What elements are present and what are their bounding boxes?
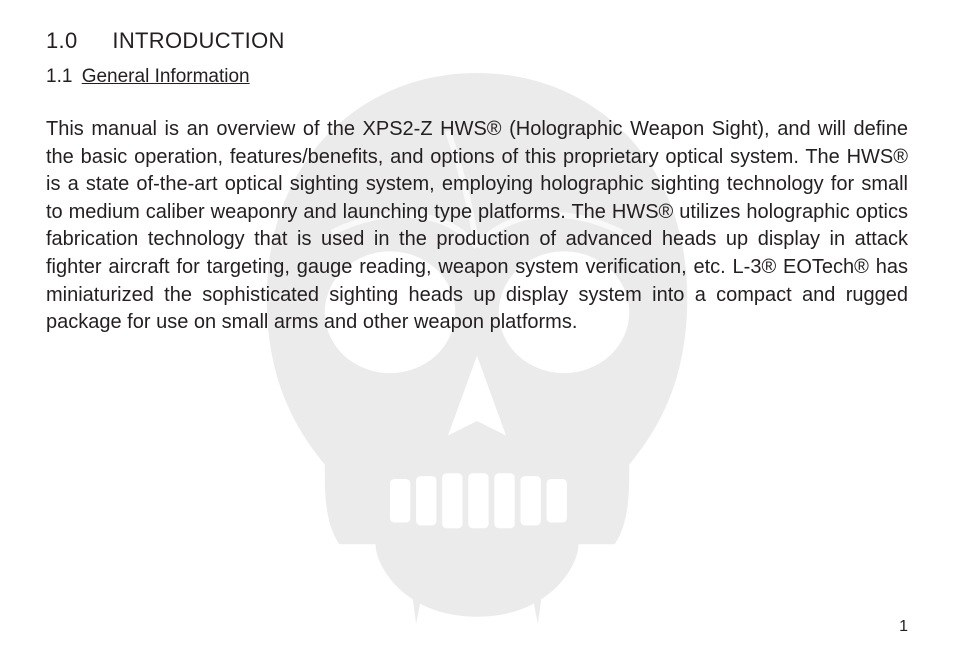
page-number: 1	[899, 618, 908, 636]
section-title: INTRODUCTION	[112, 28, 284, 53]
subsection-title: General Information	[82, 66, 250, 87]
document-page: 1.0 INTRODUCTION 1.1 General Information…	[0, 0, 954, 664]
subsection-number: 1.1	[46, 66, 72, 87]
subsection-heading: 1.1 General Information	[46, 66, 908, 88]
body-paragraph: This manual is an overview of the XPS2-Z…	[46, 116, 908, 337]
section-heading: 1.0 INTRODUCTION	[46, 28, 908, 54]
page-content: 1.0 INTRODUCTION 1.1 General Information…	[46, 28, 908, 337]
section-number: 1.0	[46, 28, 106, 54]
